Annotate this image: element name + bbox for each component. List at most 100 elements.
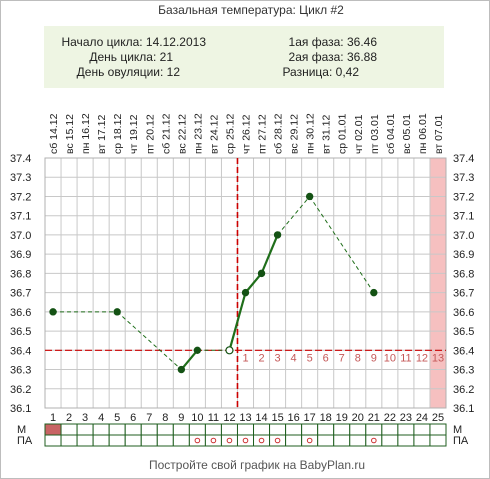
pa-marker — [226, 437, 233, 444]
y-tick-label-right: 37.2 — [453, 191, 474, 203]
m-row-label: М — [17, 424, 26, 436]
date-label: сб 04.01 — [385, 113, 397, 154]
m-cell — [44, 423, 62, 436]
y-tick-label-left: 36.7 — [10, 288, 31, 300]
temperature-segment — [244, 272, 263, 294]
day-number-label: 21 — [368, 412, 380, 424]
m-cell — [397, 423, 415, 436]
m-cell — [285, 423, 303, 436]
day-number-label: 13 — [239, 412, 251, 424]
y-tick-label-left: 37.1 — [10, 211, 31, 223]
day-number-label: 22 — [384, 412, 396, 424]
phase-day-number: 7 — [339, 352, 345, 364]
difference-label: Разница: 0,42 — [282, 65, 359, 79]
date-label: вс 15.12 — [64, 114, 76, 154]
temperature-segment — [260, 234, 279, 274]
pa-cell — [76, 434, 94, 447]
y-tick-label-right: 37.4 — [453, 153, 474, 165]
pa-cell — [381, 434, 399, 447]
temperature-point — [193, 346, 202, 355]
phase-day-number: 12 — [416, 352, 428, 364]
y-tick-label-right: 36.4 — [453, 345, 474, 357]
pa-cell — [44, 434, 62, 447]
temperature-point — [177, 365, 186, 374]
day-number-label: 17 — [304, 412, 316, 424]
phase-day-number: 9 — [371, 352, 377, 364]
y-tick-label-right: 36.3 — [453, 365, 474, 377]
m-cell — [301, 423, 319, 436]
phase-day-number: 10 — [384, 352, 396, 364]
phase-day-number: 2 — [258, 352, 264, 364]
y-tick-label-right: 37.3 — [453, 172, 474, 184]
date-label: пн 16.12 — [80, 113, 92, 154]
temperature-point — [113, 308, 121, 316]
phase-day-number: 1 — [242, 352, 248, 364]
day-number-label: 3 — [82, 412, 88, 424]
temperature-point — [241, 288, 250, 297]
y-tick-label-left: 36.6 — [10, 307, 31, 319]
y-tick-label-left: 37.2 — [10, 191, 31, 203]
m-cell — [92, 423, 110, 436]
pa-row-label-right: ПА — [453, 435, 469, 447]
m-row-label-right: М — [453, 424, 462, 436]
phase-day-number: 4 — [291, 352, 297, 364]
pa-marker — [210, 437, 217, 444]
m-cell — [349, 423, 367, 436]
chart-title: Базальная температура: Цикл #2 — [158, 3, 344, 17]
m-cell — [204, 423, 222, 436]
y-tick-label-right: 36.7 — [453, 288, 474, 300]
m-cell — [413, 423, 431, 436]
day-number-label: 7 — [146, 412, 152, 424]
m-cell — [140, 423, 158, 436]
date-label: чт 19.12 — [128, 114, 140, 154]
day-number-label: 12 — [223, 412, 235, 424]
pa-cell — [220, 434, 238, 447]
m-cell — [220, 423, 238, 436]
m-cell — [429, 423, 447, 436]
pa-cell — [60, 434, 78, 447]
y-tick-label-right: 36.2 — [453, 384, 474, 396]
date-label: ср 01.01 — [337, 114, 349, 154]
date-label: вт 17.12 — [96, 114, 108, 154]
y-tick-label-left: 36.5 — [10, 326, 31, 338]
date-label: пн 23.12 — [192, 113, 204, 154]
date-label: ср 25.12 — [224, 114, 236, 154]
phase-day-number: 6 — [323, 352, 329, 364]
pa-cell — [92, 434, 110, 447]
day-number-label: 25 — [432, 412, 444, 424]
highlight-day-column — [429, 158, 446, 408]
pa-cell — [204, 434, 222, 447]
pa-marker — [306, 437, 313, 444]
phase-day-number: 5 — [307, 352, 313, 364]
phase-day-number: 8 — [355, 352, 361, 364]
y-tick-label-left: 37.3 — [10, 172, 31, 184]
pa-cell — [317, 434, 335, 447]
pa-cell — [365, 434, 383, 447]
y-tick-label-right: 37.1 — [453, 211, 474, 223]
y-tick-label-right: 36.1 — [453, 403, 474, 415]
pa-cell — [349, 434, 367, 447]
y-tick-label-right: 36.6 — [453, 307, 474, 319]
date-label: пт 03.01 — [369, 114, 381, 154]
m-cell — [76, 423, 94, 436]
day-number-label: 15 — [271, 412, 283, 424]
y-tick-label-left: 36.4 — [10, 345, 31, 357]
pa-cell — [236, 434, 255, 447]
m-cell — [236, 423, 255, 436]
footer-text: Постройте свой график на BabyPlan.ru — [149, 458, 365, 472]
day-number-label: 18 — [320, 412, 332, 424]
pa-marker — [258, 437, 265, 444]
y-tick-label-right: 36.5 — [453, 326, 474, 338]
date-label: сб 14.12 — [48, 113, 60, 154]
date-label: пт 27.12 — [257, 114, 269, 154]
pa-cell — [429, 434, 447, 447]
pa-cell — [269, 434, 287, 447]
date-label: пн 06.01 — [417, 113, 429, 154]
y-tick-label-right: 37.0 — [453, 230, 474, 242]
date-label: вс 22.12 — [176, 114, 188, 154]
pa-row-label: ПА — [17, 435, 33, 447]
day-number-label: 20 — [352, 412, 364, 424]
temperature-point — [370, 288, 378, 297]
